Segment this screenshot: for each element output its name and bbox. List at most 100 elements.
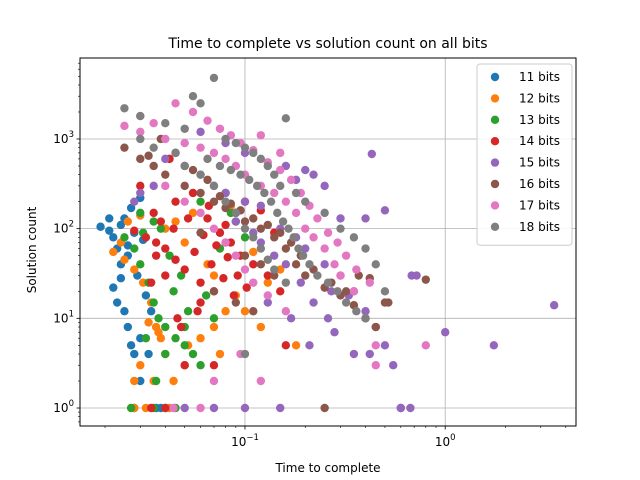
data-point [421,275,430,284]
data-point [441,328,450,337]
data-point [270,170,279,179]
data-point [171,99,180,108]
legend-marker [490,94,500,103]
data-point [196,403,205,413]
data-point [183,307,193,316]
data-point [215,124,225,133]
legend-label: 14 bits [519,134,560,148]
data-point [320,244,329,253]
data-point [365,278,374,287]
data-point [96,222,105,231]
data-point [209,197,219,206]
data-point [188,92,198,101]
legend-label: 12 bits [519,91,560,105]
data-point [176,322,186,332]
legend: 11 bits 12 bits 13 bits 14 bits 15 bits 16 bi… [476,63,573,246]
data-point [281,307,291,316]
data-point [180,138,189,148]
data-point [109,283,118,292]
legend-label: 13 bits [519,113,560,127]
data-point [276,403,285,413]
data-point [165,251,174,260]
data-point [270,188,279,198]
data-point [371,361,380,370]
data-point [330,260,339,269]
data-point [209,376,219,386]
data-point [171,148,180,158]
data-point [327,287,336,296]
legend-label: 16 bits [519,177,560,191]
data-point [305,260,314,269]
data-point [161,349,170,359]
data-point [123,241,133,250]
data-point [249,260,258,269]
data-point [207,260,216,269]
data-point [209,224,219,233]
data-point [380,341,390,350]
data-point [144,349,153,359]
data-point [396,403,405,413]
data-point [256,322,266,332]
data-point [149,161,158,171]
data-point [161,403,170,413]
data-point [130,265,139,274]
data-point [249,307,258,316]
data-point [270,233,279,242]
data-point [281,197,291,206]
plot-frame [79,57,577,427]
data-point [196,278,205,287]
data-point [146,307,156,316]
data-point [361,214,370,223]
data-point [333,287,342,296]
data-point [136,208,145,218]
data-point [276,287,285,296]
data-point [221,134,230,144]
data-point [249,148,258,158]
data-point [365,349,374,359]
data-point [256,376,266,386]
data-point [260,188,269,198]
data-point [256,260,266,269]
data-point [196,170,205,179]
data-point [171,197,180,206]
data-point [549,301,559,310]
data-point [273,208,282,218]
data-point [309,170,318,179]
data-point [136,181,145,191]
data-point [203,116,212,125]
data-point [242,283,251,292]
data-point [136,127,145,137]
legend-label: 15 bits [519,156,560,170]
data-point [270,271,279,280]
legend-marker [490,72,500,82]
chart-title: Time to complete vs solution count on al… [167,36,487,52]
data-point [196,99,205,108]
data-point [149,217,158,226]
data-point [352,307,361,316]
data-point [276,228,285,237]
data-point [144,318,153,327]
data-point [240,307,250,316]
data-point [120,255,129,264]
x-axis-label: Time to complete [274,461,380,475]
data-point [371,322,380,332]
data-point [196,197,205,206]
data-point [252,181,262,191]
data-point [249,278,258,287]
data-point [240,349,250,359]
data-point [105,214,114,223]
data-point [281,244,291,253]
data-point [193,307,202,316]
data-point [263,255,272,264]
data-point [161,244,170,253]
data-point [223,253,232,262]
data-point [196,127,205,137]
data-point [130,226,139,235]
data-point [412,271,421,280]
data-point [349,233,359,242]
data-point [301,224,310,233]
data-point [154,328,163,337]
data-point [188,107,198,117]
data-point [169,224,178,233]
data-point [209,287,219,296]
